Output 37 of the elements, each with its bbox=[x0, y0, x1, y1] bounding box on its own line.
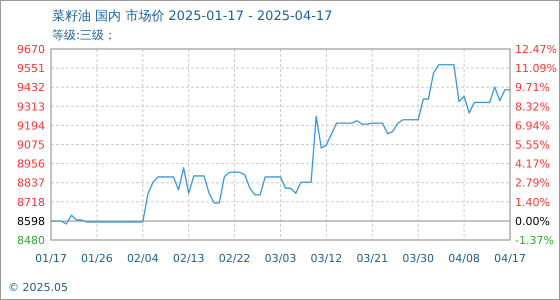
x-tick-label: 03/12 bbox=[310, 252, 342, 265]
y-tick-label: 9670 bbox=[17, 43, 45, 56]
y-tick-label: 9194 bbox=[17, 119, 45, 132]
y2-tick-label: 1.40% bbox=[515, 196, 550, 209]
y2-tick-label: 12.47% bbox=[515, 43, 557, 56]
chart-subtitle: 等级:三级； bbox=[52, 28, 116, 42]
chart-title: 菜籽油 国内 市场价 2025-01-17 - 2025-04-17 bbox=[52, 9, 332, 24]
y2-tick-label: -1.37% bbox=[515, 234, 554, 247]
y2-tick-label: 0.00% bbox=[515, 215, 550, 228]
text: © 2025.05 bbox=[8, 281, 68, 294]
x-tick-label: 04/08 bbox=[448, 252, 480, 265]
y-tick-label: 8480 bbox=[17, 234, 45, 247]
x-tick-label: 01/17 bbox=[35, 252, 67, 265]
x-tick-label: 04/17 bbox=[494, 252, 526, 265]
x-tick-label: 02/22 bbox=[218, 252, 250, 265]
y-tick-label: 8718 bbox=[17, 196, 45, 209]
y-tick-label: 8598 bbox=[17, 215, 45, 228]
y-tick-label: 8837 bbox=[17, 176, 45, 190]
y-tick-label: 9075 bbox=[17, 138, 45, 152]
line-series bbox=[50, 64, 511, 225]
y-tick-label: 9313 bbox=[17, 100, 45, 114]
y2-tick-label: 11.09% bbox=[515, 62, 557, 76]
x-tick-label: 03/03 bbox=[264, 252, 296, 265]
y-tick-label: 9432 bbox=[17, 81, 45, 94]
x-tick-label: 01/26 bbox=[81, 252, 113, 265]
x-tick-label: 03/21 bbox=[356, 252, 388, 265]
y-tick-label: 9551 bbox=[17, 62, 45, 76]
y2-tick-label: 4.17% bbox=[515, 158, 550, 171]
y2-tick-label: 6.94% bbox=[515, 119, 550, 132]
x-tick-label: 02/04 bbox=[126, 252, 159, 265]
x-tick-label: 02/13 bbox=[172, 252, 205, 265]
y2-tick-label: 8.32% bbox=[515, 100, 550, 114]
y2-tick-label: 2.79% bbox=[515, 176, 550, 190]
x-tick-label: 03/30 bbox=[402, 252, 434, 265]
y-tick-label: 8956 bbox=[17, 158, 45, 171]
y2-tick-label: 9.71% bbox=[515, 81, 550, 94]
y2-tick-label: 5.55% bbox=[515, 138, 550, 152]
